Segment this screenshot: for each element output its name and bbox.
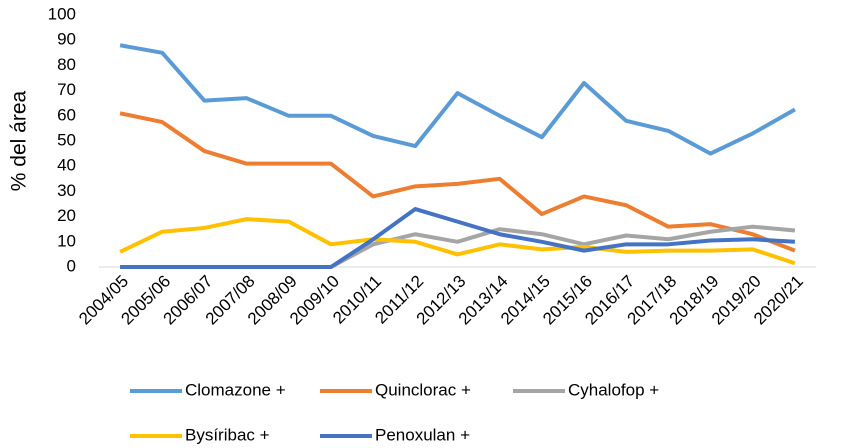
y-tick-label: 90 [57, 30, 76, 49]
y-tick-label: 20 [57, 206, 76, 225]
y-tick-label: 30 [57, 181, 76, 200]
line-series [120, 207, 796, 269]
line-series [119, 111, 796, 253]
line-series [120, 224, 796, 269]
y-tick-label: 10 [57, 231, 76, 250]
y-tick-label: 70 [57, 80, 76, 99]
legend-label: Bysíribac + [185, 425, 270, 444]
line-series [119, 217, 796, 266]
y-tick-label: 80 [57, 55, 76, 74]
legend-label: Cyhalofop + [568, 380, 659, 399]
y-tick-label: 50 [57, 130, 76, 149]
line-series [119, 43, 796, 156]
y-tick-label: 0 [67, 256, 76, 275]
y-axis-label: % del área [8, 90, 31, 191]
legend-label: Clomazone + [185, 380, 286, 399]
y-tick-label: 60 [57, 105, 76, 124]
y-tick-label: 100 [48, 4, 76, 23]
legend-label: Penoxulan + [375, 425, 470, 444]
y-tick-label: 40 [57, 156, 76, 175]
legend-label: Quinclorac + [375, 380, 471, 399]
